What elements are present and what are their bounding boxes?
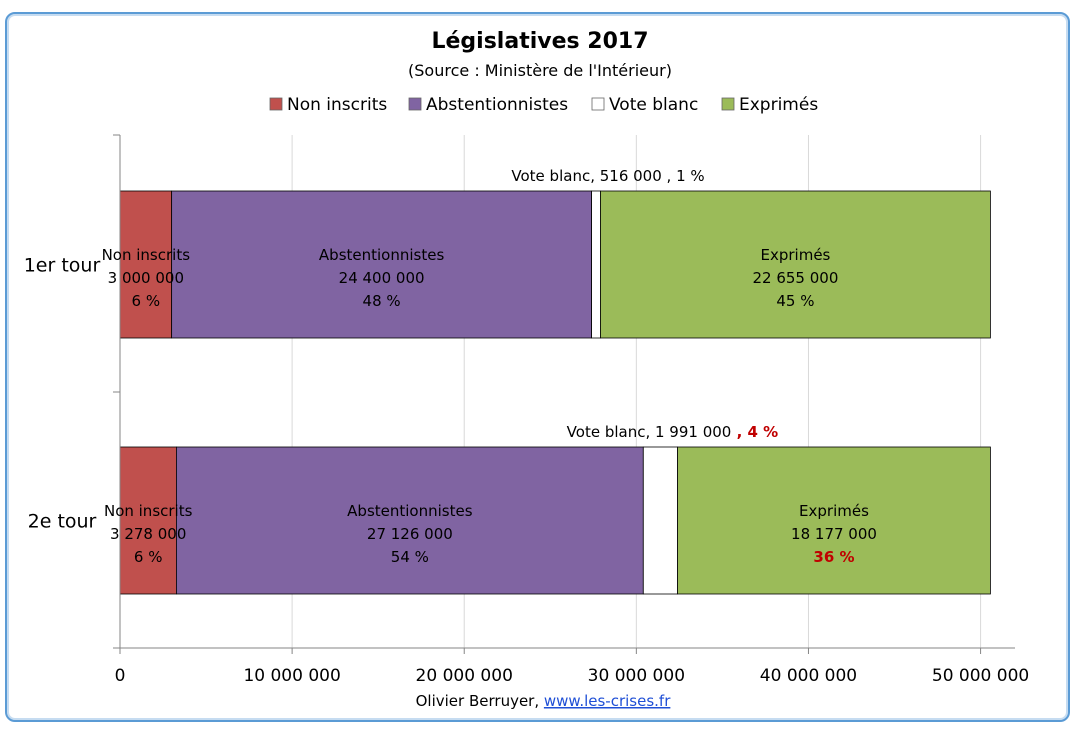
y-category-label: 2e tour [28,511,97,533]
data-label: Non inscrits [104,502,193,520]
legend-label: Exprimés [739,95,818,115]
data-label: Abstentionnistes [347,502,473,520]
legend-swatch [269,97,283,111]
chart-credit: Olivier Berruyer, www.les-crises.fr [416,692,672,710]
data-label-vote-blanc: Vote blanc, 1 991 000 , 4 % [567,423,779,441]
data-label: 45 % [776,292,814,310]
bar-segment [176,446,644,595]
data-label-vote-blanc-value: Vote blanc, 1 991 000 [567,423,732,441]
data-label: 18 177 000 [791,525,877,543]
y-category-label: 1er tour [24,255,101,277]
data-label-vote-blanc-pct: , 1 % [662,167,705,185]
data-label: 3 000 000 [108,269,184,287]
bar-segment [600,190,991,339]
x-tick-label: 20 000 000 [416,666,513,686]
data-label-vote-blanc-value: Vote blanc, 516 000 [511,167,661,185]
data-label: 27 126 000 [367,525,453,543]
data-label: Exprimés [799,502,869,520]
chart-legend: Non inscrits Abstentionnistes Vote blanc Ex… [269,95,818,115]
legend-swatch [591,97,605,111]
data-label: 24 400 000 [339,269,425,287]
chart-subtitle: (Source : Ministère de l'Intérieur) [408,61,672,80]
chart-data-labels: Non inscrits 3 000 000 6 % Abstentionnistes… [102,167,877,566]
bar-segment [119,190,173,339]
data-label: Exprimés [761,246,831,264]
data-label: 22 655 000 [752,269,838,287]
x-tick-label: 10 000 000 [243,666,340,686]
chart-frame [5,12,1070,722]
legend-swatch [408,97,422,111]
bar-segment [642,446,678,595]
data-label: 3 278 000 [110,525,186,543]
data-label: Abstentionnistes [319,246,445,264]
data-label: 54 % [391,548,429,566]
x-tick-label: 0 [115,666,126,686]
data-label-vote-blanc: Vote blanc, 516 000 , 1 % [511,167,704,185]
data-label: 6 % [134,548,163,566]
bar-segment [171,190,592,339]
bar-segment [591,190,601,339]
data-label: Non inscrits [102,246,191,264]
credit-author: Olivier Berruyer, [416,692,544,710]
data-label: 48 % [363,292,401,310]
data-label: 6 % [132,292,161,310]
legend-label: Abstentionnistes [426,95,568,115]
credit-link[interactable]: www.les-crises.fr [544,692,671,710]
x-tick-label: 30 000 000 [588,666,685,686]
chart-title: Législatives 2017 [431,29,648,54]
legend-label: Vote blanc [609,95,698,115]
x-tick-label: 40 000 000 [760,666,857,686]
data-label: 36 % [813,548,854,566]
legend-swatch [721,97,735,111]
bar-segment [677,446,991,595]
data-label-vote-blanc-pct: , 4 % [731,423,778,441]
chart-axes: 0 10 000 000 20 000 000 30 000 000 40 000 00… [24,134,1029,686]
chart-bars [119,190,991,595]
x-tick-label: 50 000 000 [932,666,1029,686]
bar-segment [119,446,177,595]
legend-label: Non inscrits [287,95,387,115]
